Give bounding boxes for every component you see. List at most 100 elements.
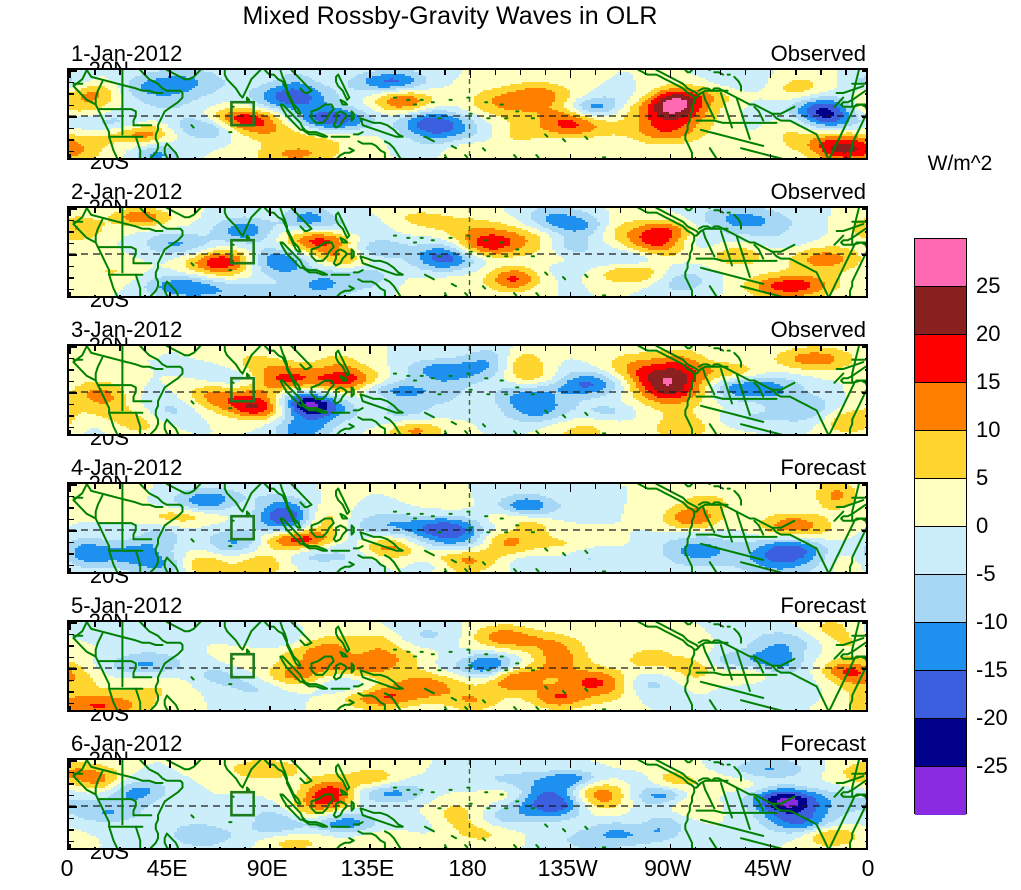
axis-tick	[745, 571, 747, 574]
axis-tick	[294, 346, 296, 351]
axis-tick	[69, 427, 74, 429]
colorbar-band	[915, 719, 966, 767]
axis-tick	[865, 507, 868, 509]
axis-tick	[745, 208, 747, 213]
axis-tick	[144, 709, 146, 712]
plot-area[interactable]	[67, 620, 868, 712]
axis-tick	[545, 70, 547, 75]
axis-tick	[495, 760, 497, 765]
axis-tick	[344, 847, 346, 850]
axis-tick	[94, 847, 96, 850]
axis-tick	[394, 208, 396, 213]
axis-tick	[695, 622, 697, 627]
axis-tick	[119, 709, 121, 712]
axis-tick	[444, 484, 446, 489]
axis-tick	[520, 346, 522, 351]
plot-area[interactable]	[67, 206, 868, 298]
plot-area[interactable]	[67, 344, 868, 436]
axis-tick	[862, 668, 868, 670]
axis-tick	[119, 847, 121, 850]
colorbar-tick-label: 5	[976, 465, 988, 491]
axis-tick	[194, 433, 196, 436]
axis-tick	[520, 433, 522, 436]
plot-area[interactable]	[67, 758, 868, 850]
axis-tick	[570, 208, 572, 216]
axis-tick	[344, 484, 346, 489]
axis-tick	[595, 433, 597, 436]
axis-tick	[865, 415, 868, 417]
axis-tick	[795, 70, 797, 75]
axis-tick	[69, 772, 74, 774]
axis-tick	[865, 496, 868, 498]
axis-tick	[820, 295, 822, 298]
colorbar-tick-label: -25	[976, 753, 1008, 779]
axis-tick	[645, 70, 647, 75]
axis-tick	[394, 760, 396, 765]
axis-tick	[269, 346, 271, 354]
axis-tick	[294, 709, 296, 712]
axis-tick	[444, 847, 446, 850]
axis-tick	[69, 154, 71, 160]
axis-tick	[670, 208, 672, 216]
axis-tick	[419, 571, 421, 574]
plot-area[interactable]	[67, 482, 868, 574]
axis-tick	[294, 484, 296, 489]
axis-tick	[194, 295, 196, 298]
axis-tick	[144, 847, 146, 850]
axis-tick	[620, 295, 622, 298]
axis-tick	[369, 346, 371, 354]
axis-tick	[344, 157, 346, 160]
panel-kind: Forecast	[780, 731, 866, 757]
axis-tick	[69, 795, 74, 797]
axis-tick	[520, 709, 522, 712]
axis-tick	[69, 404, 74, 406]
axis-tick	[69, 565, 74, 567]
axis-tick	[69, 622, 77, 624]
axis-tick	[862, 484, 868, 486]
axis-tick	[470, 844, 472, 850]
axis-tick	[865, 243, 868, 245]
axis-tick	[194, 760, 196, 765]
axis-tick	[294, 157, 296, 160]
axis-tick	[269, 208, 271, 216]
axis-tick	[69, 292, 71, 298]
colorbar-tick-label: 15	[976, 369, 1000, 395]
axis-tick	[545, 157, 547, 160]
axis-tick	[69, 208, 77, 210]
axis-tick	[520, 622, 522, 627]
axis-tick	[444, 157, 446, 160]
axis-tick	[745, 847, 747, 850]
axis-tick	[219, 622, 221, 627]
axis-tick	[670, 484, 672, 492]
axis-tick	[770, 706, 772, 712]
colorbar-tick-label: 25	[976, 273, 1000, 299]
axis-tick	[645, 346, 647, 351]
colorbar-band	[915, 335, 966, 383]
axis-tick	[269, 70, 271, 78]
colorbar-band	[915, 623, 966, 671]
axis-tick	[394, 157, 396, 160]
x-axis-tick-label: 135W	[538, 855, 598, 882]
axis-tick	[119, 571, 121, 574]
axis-tick	[520, 157, 522, 160]
axis-tick	[119, 346, 121, 351]
axis-tick	[865, 404, 868, 406]
axis-tick	[865, 358, 868, 360]
plot-area[interactable]	[67, 68, 868, 160]
axis-tick	[419, 208, 421, 213]
axis-tick	[319, 208, 321, 213]
axis-tick	[720, 346, 722, 351]
axis-tick	[169, 208, 171, 216]
colorbar[interactable]	[914, 238, 967, 814]
colorbar-tick-labels: 25 20 15 10 5 0 -5 -10 -15 -20 -25	[972, 238, 1021, 814]
axis-tick	[770, 760, 772, 768]
axis-tick	[219, 433, 221, 436]
axis-tick	[720, 484, 722, 489]
axis-tick	[319, 295, 321, 298]
axis-tick	[620, 622, 622, 627]
axis-tick	[169, 292, 171, 298]
axis-tick	[695, 484, 697, 489]
axis-tick	[69, 381, 74, 383]
axis-tick	[219, 70, 221, 75]
axis-tick	[820, 157, 822, 160]
